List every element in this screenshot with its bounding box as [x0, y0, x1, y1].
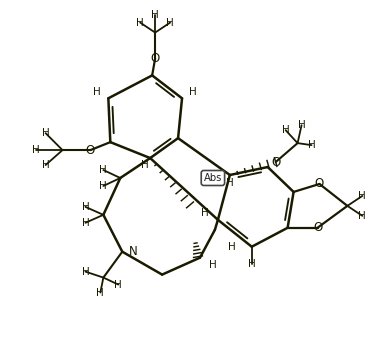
Text: H: H — [308, 140, 315, 150]
Text: H: H — [114, 280, 122, 290]
Text: H: H — [248, 259, 256, 269]
Text: H: H — [32, 145, 39, 155]
Text: H: H — [201, 208, 209, 218]
Text: H: H — [93, 87, 100, 97]
Text: H: H — [96, 288, 104, 298]
Text: H: H — [189, 87, 197, 97]
Text: O: O — [315, 177, 324, 191]
Text: H: H — [298, 120, 305, 130]
Text: H: H — [136, 17, 144, 28]
Text: Abs: Abs — [204, 173, 222, 183]
Text: H: H — [359, 211, 366, 221]
Text: H: H — [151, 10, 159, 20]
Text: H: H — [166, 17, 174, 28]
Text: H: H — [226, 178, 234, 188]
Text: H: H — [228, 242, 236, 252]
Text: N: N — [129, 245, 138, 258]
Text: H: H — [209, 260, 217, 270]
Text: O: O — [86, 143, 95, 157]
Text: H: H — [282, 125, 290, 135]
Text: H: H — [42, 128, 49, 138]
Text: H: H — [100, 165, 107, 175]
Text: H: H — [42, 160, 49, 170]
Text: H: H — [81, 267, 89, 277]
Text: H: H — [81, 202, 89, 212]
Text: H: H — [100, 181, 107, 191]
Text: O: O — [151, 52, 160, 65]
Text: H: H — [141, 160, 149, 170]
Text: O: O — [313, 221, 322, 234]
Text: O: O — [271, 156, 280, 169]
Text: H: H — [359, 191, 366, 201]
Text: H: H — [81, 218, 89, 228]
